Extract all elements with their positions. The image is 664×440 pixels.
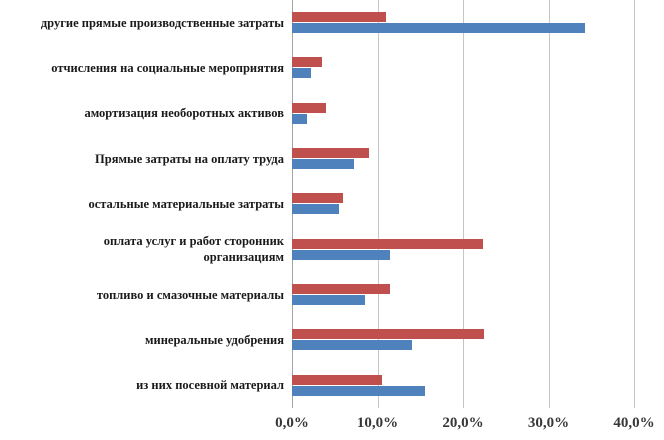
category-label: минеральные удобрения [145, 332, 284, 347]
category-axis: другие прямые производственные затраты от… [0, 0, 292, 408]
bar-group [292, 0, 634, 45]
gridlines [292, 0, 635, 408]
value-axis-line [292, 0, 293, 408]
series-red-bar [292, 284, 391, 295]
bar-group [292, 45, 634, 90]
chart-body: другие прямые производственные затраты от… [0, 0, 635, 408]
gridline [548, 0, 550, 408]
plot-area [292, 0, 635, 408]
x-tick-label: 20,0% [442, 415, 484, 431]
axis-spacer [0, 408, 292, 440]
bar-group [292, 181, 634, 226]
series-blue-bar [292, 23, 586, 34]
category-label: остальные материальные затраты [88, 196, 284, 211]
x-tick-label: 30,0% [527, 415, 570, 431]
category-label: Прямые затраты на оплату труда [95, 151, 284, 166]
category-label: из них посевной материал [136, 378, 284, 393]
bar-group [292, 91, 634, 136]
x-tick-label: 10,0% [356, 415, 399, 431]
x-tick-label: 0,0% [275, 415, 309, 431]
bar-group [292, 136, 634, 181]
series-blue-bar [292, 68, 311, 79]
series-blue-bar [292, 204, 340, 215]
x-axis: 0,0% 10,0% 20,0% 30,0% 40,0% [275, 408, 655, 440]
series-red-bar [292, 148, 369, 159]
series-red-bar [292, 57, 322, 68]
series-red-bar [292, 102, 327, 113]
x-axis-row: 0,0% 10,0% 20,0% 30,0% 40,0% [0, 408, 664, 440]
gridline [634, 0, 635, 408]
category-label: оплата услуг и работ сторонник организац… [103, 234, 284, 265]
series-blue-bar [292, 249, 391, 260]
x-tick-label: 40,0% [613, 415, 655, 431]
gridline [377, 0, 379, 408]
series-blue-bar [292, 113, 308, 124]
series-red-bar [292, 193, 344, 204]
bar-rows [292, 0, 634, 408]
category-label: топливо и смазочные материалы [96, 287, 284, 302]
series-blue-bar [292, 385, 425, 396]
bar-group [292, 317, 634, 362]
bar-group [292, 363, 634, 408]
series-red-bar [292, 238, 483, 249]
category-label: другие прямые производственные затраты [40, 15, 284, 30]
bar-group [292, 227, 634, 272]
category-label: отчисления на социальные мероприятия [51, 60, 284, 75]
series-blue-bar [292, 295, 365, 306]
series-red-bar [292, 374, 382, 385]
series-red-bar [292, 12, 387, 23]
series-blue-bar [292, 159, 354, 170]
gridline [463, 0, 464, 408]
bar-group [292, 272, 634, 317]
series-red-bar [292, 329, 485, 340]
category-label: амортизация необоротных активов [84, 106, 284, 121]
series-blue-bar [292, 340, 412, 351]
